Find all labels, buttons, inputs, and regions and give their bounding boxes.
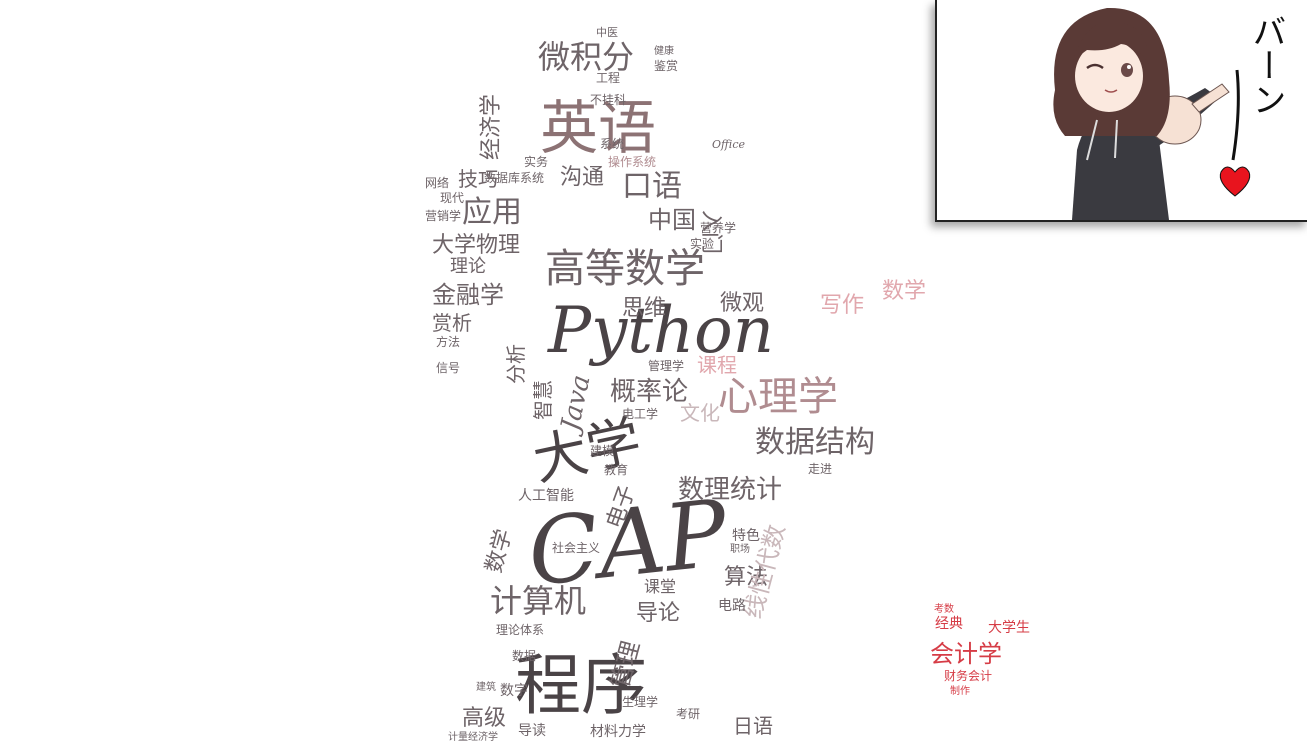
cloud-word: 材料力学 bbox=[590, 724, 646, 740]
cloud-word: 口语 bbox=[622, 169, 682, 204]
cloud-word: 教育 bbox=[604, 462, 628, 477]
cloud-word: 实验 bbox=[690, 236, 714, 251]
cloud-word: 会计学 bbox=[930, 640, 1002, 668]
cloud-word: 算法 bbox=[724, 565, 768, 590]
cloud-word: 经典 bbox=[935, 616, 963, 632]
cloud-word: 电工学 bbox=[622, 406, 658, 421]
cloud-word: 管理学 bbox=[648, 358, 684, 373]
cloud-word: CAP bbox=[523, 479, 734, 606]
cloud-word: 课程 bbox=[697, 353, 737, 377]
cloud-word: 数学 bbox=[482, 527, 518, 576]
cloud-word: 文化 bbox=[680, 401, 720, 425]
cloud-word: 数据库系统 bbox=[484, 170, 544, 185]
cloud-word: 金融学 bbox=[432, 281, 504, 309]
cloud-word: 社会主义 bbox=[552, 540, 600, 555]
cloud-word: 生理学 bbox=[622, 694, 658, 709]
cloud-word: 数据 bbox=[512, 648, 536, 663]
anime-girl-illustration bbox=[1053, 7, 1251, 220]
cloud-word: 数学 bbox=[882, 279, 926, 304]
cloud-word: 走进 bbox=[808, 462, 832, 476]
cloud-word: 经济学 bbox=[479, 94, 504, 160]
cloud-word: 技巧 bbox=[458, 167, 498, 191]
cloud-word: 职场 bbox=[730, 542, 750, 555]
cloud-word: 计量经济学 bbox=[448, 730, 498, 743]
cloud-word: 鉴赏 bbox=[654, 59, 678, 73]
cloud-word: 应用 bbox=[462, 195, 522, 230]
cloud-word: 大学物理 bbox=[432, 233, 520, 258]
cloud-word: 写作 bbox=[820, 293, 864, 318]
cloud-word: 高级 bbox=[462, 706, 506, 731]
cloud-word: 大学生 bbox=[988, 620, 1030, 636]
cloud-word: 考数 bbox=[934, 602, 954, 615]
cloud-word: 微积分 bbox=[538, 38, 634, 76]
cloud-word: Office bbox=[712, 138, 745, 151]
cloud-word: 赏析 bbox=[432, 311, 472, 335]
cloud-word: 信号 bbox=[436, 361, 460, 375]
cloud-word: 工程 bbox=[596, 70, 620, 85]
cloud-word: 考研 bbox=[676, 707, 700, 721]
cloud-word: 不挂科 bbox=[590, 93, 626, 107]
cloud-word: 建筑 bbox=[476, 680, 496, 693]
cloud-word: 电路 bbox=[718, 598, 746, 614]
cloud-word: 课堂 bbox=[644, 577, 676, 596]
cloud-word: 导论 bbox=[636, 601, 680, 626]
cloud-word: 特色 bbox=[732, 527, 760, 544]
cloud-word: 沟通 bbox=[560, 165, 604, 190]
cloud-word: 营销学 bbox=[425, 208, 461, 223]
cloud-word: 计算机 bbox=[490, 582, 586, 620]
cloud-word: 营养学 bbox=[700, 220, 736, 235]
cloud-word: 财务会计 bbox=[944, 668, 992, 683]
cloud-word: 数字 bbox=[500, 683, 528, 699]
cloud-word: 数理统计 bbox=[678, 475, 782, 505]
cloud-word: 入门 bbox=[698, 210, 723, 254]
cloud-word: 理论体系 bbox=[496, 623, 544, 637]
heart-icon bbox=[1219, 166, 1251, 197]
cloud-word: 制作 bbox=[950, 684, 970, 697]
cloud-word: 方法 bbox=[436, 334, 460, 349]
manga-panel: バーン bbox=[935, 0, 1307, 222]
cloud-word: 理论 bbox=[450, 256, 486, 277]
cloud-word: 中医 bbox=[596, 26, 618, 39]
cloud-word: 心理学 bbox=[718, 374, 838, 420]
cloud-word: 程序 bbox=[515, 647, 647, 724]
cloud-word: 思维 bbox=[622, 296, 666, 321]
cloud-word: 数据结构 bbox=[755, 425, 875, 460]
cloud-word: 操作系统 bbox=[608, 154, 656, 169]
cloud-word: 建模 bbox=[590, 444, 614, 458]
cloud-word: 网络 bbox=[425, 175, 449, 190]
panel-caption: バーン bbox=[1246, 14, 1286, 116]
cloud-word: 导读 bbox=[518, 722, 546, 739]
cloud-word: Python bbox=[547, 294, 774, 368]
cloud-word: 英语 bbox=[540, 94, 656, 162]
cloud-word: 概率论 bbox=[610, 377, 688, 407]
cloud-word: 人工智能 bbox=[518, 488, 574, 504]
cloud-word: 分析 bbox=[504, 344, 528, 384]
cloud-word: 高等数学 bbox=[545, 246, 705, 292]
cloud-word: 系统 bbox=[600, 137, 624, 151]
cloud-word: 实务 bbox=[524, 154, 548, 169]
cloud-word: 中国 bbox=[648, 206, 696, 234]
cloud-word: 日语 bbox=[733, 714, 773, 738]
cloud-word: 微观 bbox=[720, 291, 764, 316]
cloud-word: 现代 bbox=[440, 191, 464, 205]
cloud-word: 智慧 bbox=[531, 380, 555, 420]
cloud-word: 健康 bbox=[654, 44, 674, 57]
